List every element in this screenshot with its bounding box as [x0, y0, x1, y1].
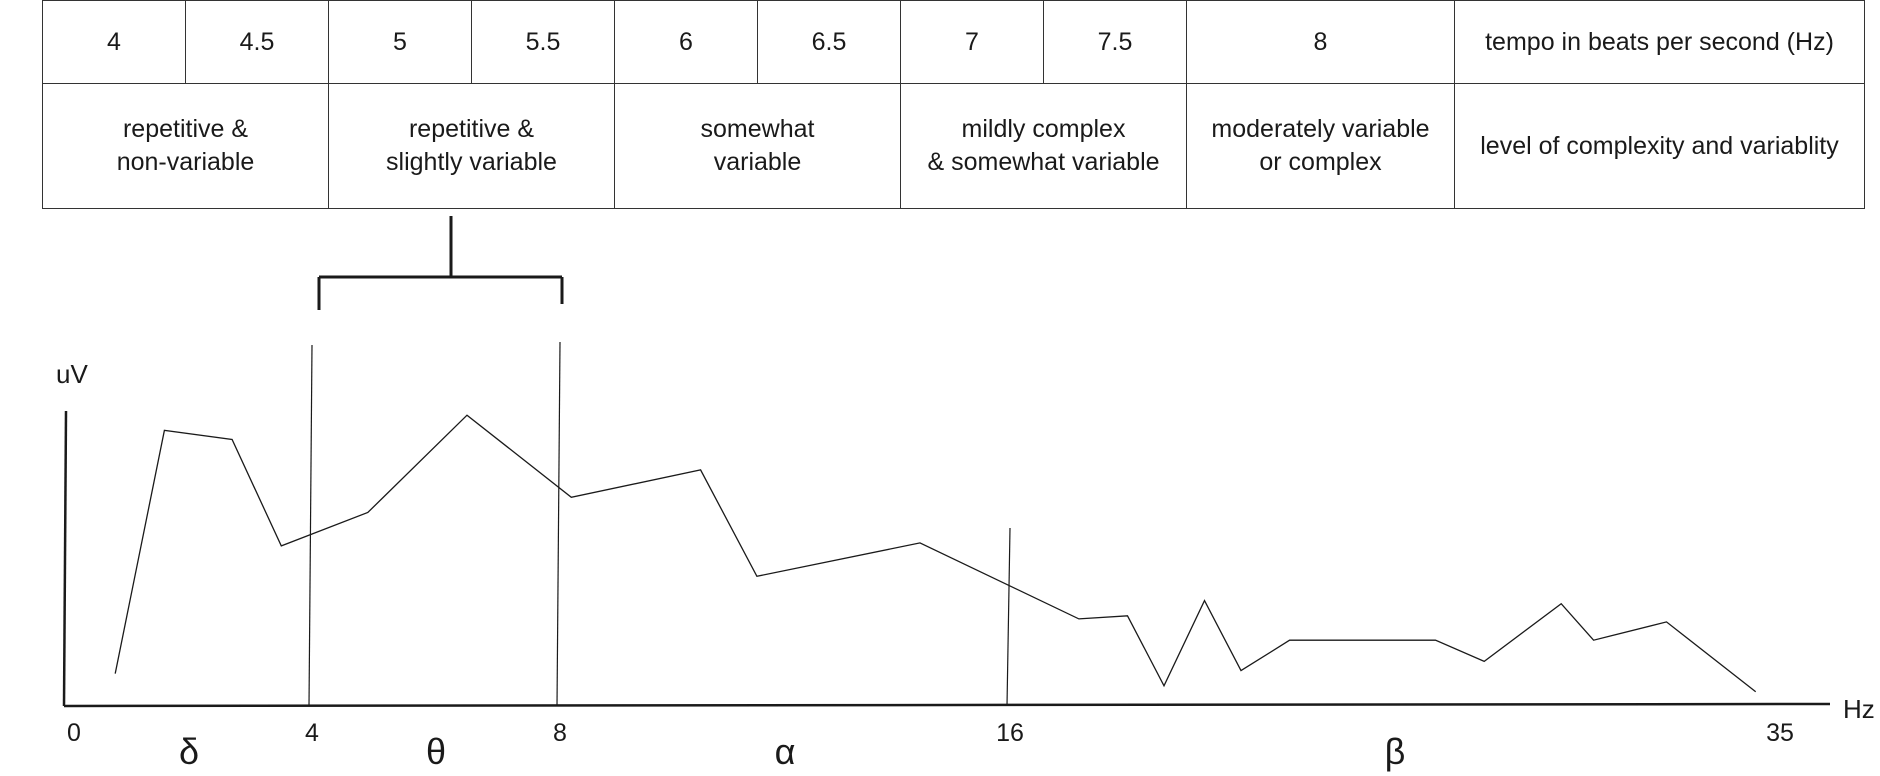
band-label: α — [775, 731, 796, 772]
complexity-cell: mildly complex & somewhat variable — [900, 83, 1187, 209]
complexity-cell: repetitive & slightly variable — [328, 83, 615, 209]
band-boundary-line — [308, 344, 313, 707]
theta-bracket — [317, 216, 564, 310]
band-label: θ — [426, 731, 446, 772]
spectrum-series-line — [114, 414, 1757, 693]
complexity-cell: somewhat variable — [614, 83, 901, 209]
band-boundary-line — [556, 341, 561, 707]
complexity-header: level of complexity and variablity — [1454, 83, 1865, 209]
x-tick-label: 35 — [1766, 719, 1794, 747]
x-tick-label: 16 — [996, 719, 1024, 747]
tempo-cell: 4 — [42, 0, 186, 84]
complexity-row: repetitive & non-variable repetitive & s… — [42, 83, 1865, 209]
tempo-cell: 6 — [614, 0, 758, 84]
complexity-cell: repetitive & non-variable — [42, 83, 329, 209]
band-boundary-line — [1006, 527, 1011, 707]
x-axis — [63, 702, 1831, 708]
tempo-cell: 6.5 — [757, 0, 901, 84]
band-label: β — [1385, 731, 1406, 772]
x-tick-label: 4 — [305, 719, 319, 747]
tempo-cell: 4.5 — [185, 0, 329, 84]
tempo-cell: 8 — [1186, 0, 1455, 84]
tempo-complexity-table: 4 4.5 5 5.5 6 6.5 7 7.5 8 tempo in beats… — [42, 0, 1865, 209]
band-label: δ — [179, 731, 199, 772]
y-axis — [62, 410, 68, 707]
x-axis-label: Hz — [1843, 694, 1875, 724]
y-axis-label: uV — [56, 359, 88, 389]
x-tick-label: 8 — [553, 719, 567, 747]
tempo-cell: 5.5 — [471, 0, 615, 84]
complexity-cell: moderately variable or complex — [1186, 83, 1455, 209]
x-tick-label: 0 — [67, 719, 81, 747]
